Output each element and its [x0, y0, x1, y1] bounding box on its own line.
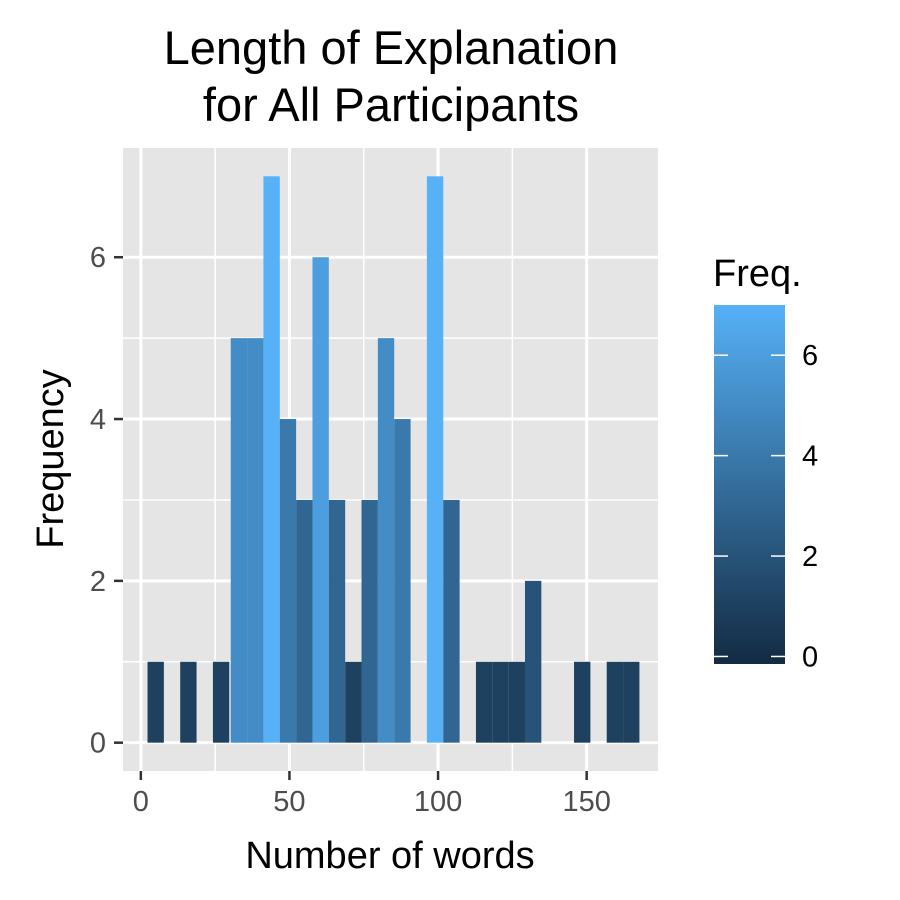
histogram-bar — [377, 338, 395, 743]
chart-title-line-1: Length of Explanation — [164, 21, 619, 74]
histogram-bar — [312, 257, 329, 743]
histogram-bar — [492, 661, 509, 743]
x-axis-title: Number of words — [245, 835, 534, 877]
histogram-bar — [574, 661, 591, 743]
x-tick-label: 150 — [562, 786, 610, 818]
histogram-bar — [247, 338, 264, 743]
histogram-bar — [230, 338, 248, 743]
histogram-bar — [361, 499, 378, 743]
legend-tick-label: 6 — [802, 340, 818, 372]
x-tick-label: 50 — [273, 786, 305, 818]
y-tick-label: 2 — [90, 566, 106, 598]
y-tick-label: 6 — [90, 242, 106, 274]
histogram-bar — [623, 661, 640, 743]
histogram-bar — [606, 661, 624, 743]
histogram-bar — [394, 419, 411, 743]
legend-tick-label: 0 — [802, 641, 818, 673]
histogram-bar — [147, 661, 164, 743]
histogram-bar — [426, 176, 444, 743]
y-tick-label: 0 — [90, 728, 106, 760]
histogram-bar — [180, 661, 197, 743]
x-tick-label: 100 — [414, 786, 462, 818]
chart-title: Length of Explanation for All Participan… — [164, 21, 619, 131]
legend-tick-label: 4 — [802, 441, 818, 473]
histogram-bar — [296, 499, 313, 743]
histogram-bar — [475, 661, 493, 743]
histogram-bar — [263, 176, 280, 743]
histogram-bar — [443, 499, 460, 743]
color-legend: Freq. 0 2 4 6 — [713, 253, 818, 673]
axes: 0 50 100 150 0 2 4 6 — [90, 242, 611, 818]
legend-tick-label: 2 — [802, 541, 818, 573]
histogram-bar — [212, 661, 230, 743]
x-tick-label: 0 — [133, 786, 149, 818]
y-axis-title: Frequency — [30, 369, 72, 549]
histogram-bar — [345, 661, 362, 743]
legend-colorbar — [714, 305, 785, 664]
histogram-bar — [328, 499, 346, 743]
legend-title: Freq. — [713, 253, 802, 295]
y-tick-label: 4 — [90, 404, 106, 436]
histogram-bars — [147, 176, 640, 743]
histogram-bar — [508, 661, 525, 743]
histogram-bar — [524, 580, 542, 743]
chart-title-line-2: for All Participants — [203, 78, 579, 131]
histogram-bar — [279, 419, 297, 743]
